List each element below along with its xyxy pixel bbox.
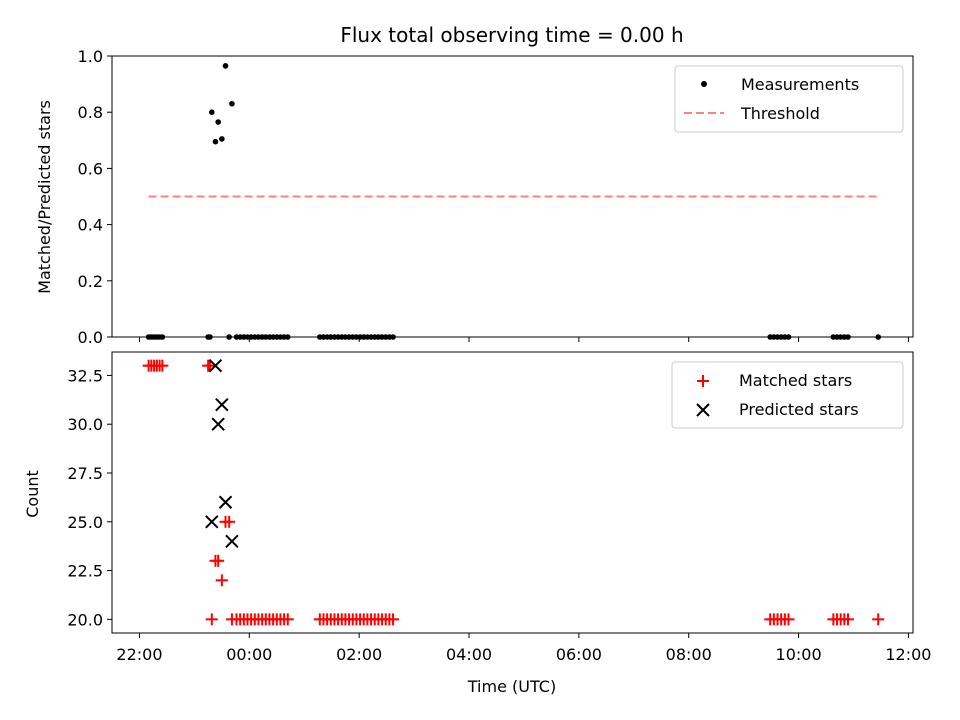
x-tick-label: 04:00 bbox=[446, 645, 492, 664]
top-y-tick-label: 0.2 bbox=[78, 272, 103, 291]
legend-measurements-label: Measurements bbox=[741, 75, 859, 94]
predicted-stars-point bbox=[215, 397, 229, 412]
top-legend: Measurements Threshold bbox=[674, 65, 904, 133]
bottom-panel: 20.0 22.5 25.0 27.5 30.0 32.5 22:00 00:00 02:00 0… bbox=[67, 351, 931, 664]
x-tick-label: 06:00 bbox=[556, 645, 602, 664]
legend-measurements-marker bbox=[701, 81, 707, 87]
predicted-stars-point bbox=[218, 495, 233, 509]
matched-stars-point bbox=[212, 554, 225, 567]
measurement-point bbox=[390, 334, 396, 340]
legend-predicted-marker bbox=[696, 403, 710, 417]
measurement-point bbox=[207, 334, 213, 340]
bottom-legend: Matched stars Predicted stars bbox=[671, 361, 904, 429]
measurement-point bbox=[222, 63, 229, 69]
predicted-stars-point bbox=[205, 515, 219, 529]
measurement-point bbox=[875, 334, 882, 340]
x-axis-title: Time (UTC) bbox=[467, 677, 556, 696]
legend-matched-marker bbox=[697, 375, 709, 387]
matched-stars-point bbox=[387, 613, 400, 626]
bottom-y-tick-label: 22.5 bbox=[67, 562, 103, 581]
bottom-y-tick-label: 20.0 bbox=[67, 610, 103, 629]
measurement-point bbox=[229, 100, 235, 107]
measurement-point bbox=[284, 334, 291, 340]
measurement-point bbox=[219, 136, 225, 142]
measurement-point bbox=[785, 334, 792, 340]
bottom-legend-box bbox=[671, 361, 904, 429]
measurement-point bbox=[208, 109, 215, 115]
measurement-point bbox=[215, 119, 221, 125]
matched-stars-point bbox=[872, 613, 885, 626]
top-y-tick-label: 0.4 bbox=[78, 216, 103, 235]
matched-stars-point bbox=[156, 359, 169, 372]
legend-threshold-label: Threshold bbox=[740, 104, 820, 123]
measurement-point bbox=[226, 334, 232, 340]
bottom-y-axis-title: Count bbox=[23, 470, 42, 518]
top-legend-box bbox=[674, 65, 904, 133]
chart-title: Flux total observing time = 0.00 h bbox=[340, 23, 683, 47]
bottom-y-tick-label: 32.5 bbox=[67, 366, 103, 385]
x-tick-label: 22:00 bbox=[116, 645, 162, 664]
top-y-tick-label: 0.6 bbox=[78, 159, 103, 178]
predicted-stars-point bbox=[208, 358, 223, 373]
x-tick-label: 12:00 bbox=[885, 645, 931, 664]
measurement-point bbox=[212, 138, 219, 145]
matched-stars-point bbox=[223, 515, 236, 528]
x-tick-label: 02:00 bbox=[336, 645, 382, 664]
matched-stars-point bbox=[842, 613, 855, 626]
x-tick-label: 10:00 bbox=[776, 645, 822, 664]
top-y-tick-label: 1.0 bbox=[78, 47, 103, 66]
matched-stars-point bbox=[205, 613, 218, 626]
measurement-point bbox=[159, 334, 166, 340]
top-y-tick-label: 0.0 bbox=[78, 328, 103, 347]
matched-stars-point bbox=[215, 574, 228, 587]
top-panel: 0.0 0.2 0.4 0.6 0.8 1.0 bbox=[78, 47, 914, 347]
top-axes-frame bbox=[111, 55, 914, 338]
top-y-tick-label: 0.8 bbox=[78, 103, 103, 122]
x-tick-label: 00:00 bbox=[226, 645, 272, 664]
matched-stars-point bbox=[782, 613, 795, 626]
legend-matched-label: Matched stars bbox=[739, 371, 852, 390]
bottom-axes-frame bbox=[111, 351, 914, 634]
bottom-y-tick-label: 30.0 bbox=[67, 415, 103, 434]
matched-stars-point bbox=[203, 359, 216, 372]
matched-stars-point bbox=[281, 613, 294, 626]
bottom-y-tick-label: 27.5 bbox=[67, 464, 103, 483]
measurement-point bbox=[845, 334, 851, 340]
predicted-stars-point bbox=[225, 534, 239, 548]
top-y-axis-title: Matched/Predicted stars bbox=[35, 100, 54, 294]
legend-predicted-label: Predicted stars bbox=[739, 400, 859, 419]
x-tick-label: 08:00 bbox=[666, 645, 712, 664]
bottom-y-tick-label: 25.0 bbox=[67, 513, 103, 532]
predicted-stars-point bbox=[211, 417, 225, 431]
